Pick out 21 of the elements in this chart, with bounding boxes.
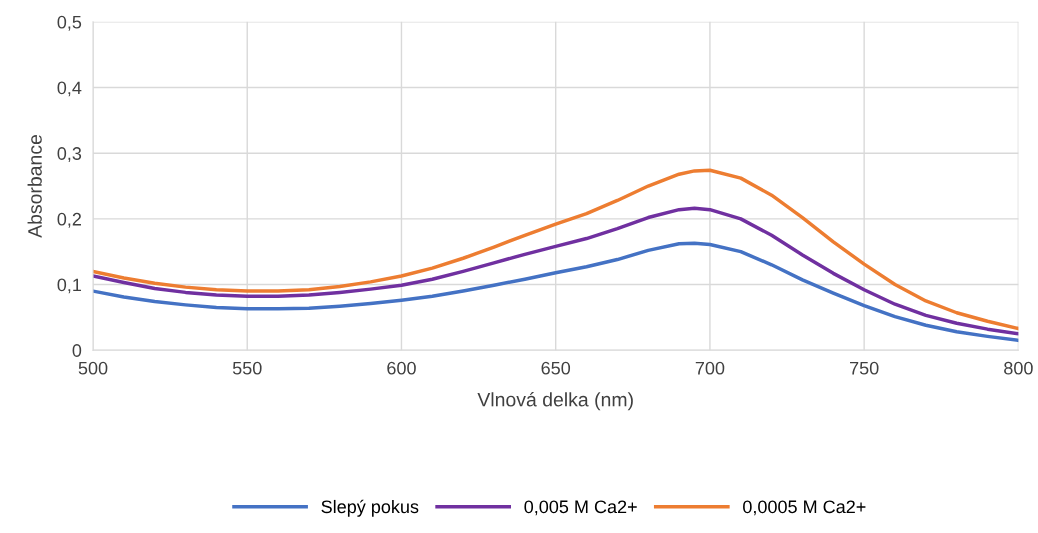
x-axis-title: Vlnová delka (nm) <box>477 392 633 411</box>
x-tick-label: 700 <box>695 361 725 375</box>
x-tick-label: 600 <box>387 361 416 375</box>
legend-label: 0,0005 M Ca2+ <box>743 500 866 516</box>
legend-label: 0,005 M Ca2+ <box>524 500 637 516</box>
line-series <box>93 168 1019 331</box>
y-axis-title: Absorbance <box>27 134 42 238</box>
y-tick-label: 0,4 <box>57 81 82 97</box>
legend-label: Slepý pokus <box>321 499 419 517</box>
y-tick-label: 0,3 <box>57 147 82 163</box>
line-series <box>93 206 1019 336</box>
x-tick-label: 800 <box>1004 361 1033 375</box>
line-series <box>93 241 1019 343</box>
y-tick-label: 0,1 <box>57 278 82 294</box>
x-tick-label: 550 <box>232 361 262 375</box>
x-tick-label: 500 <box>78 361 108 375</box>
y-tick-label: 0,5 <box>57 15 82 31</box>
x-tick-label: 750 <box>850 361 879 375</box>
y-tick-label: 0 <box>72 344 82 357</box>
y-tick-label: 0,2 <box>57 212 81 228</box>
x-tick-label: 650 <box>541 361 571 375</box>
